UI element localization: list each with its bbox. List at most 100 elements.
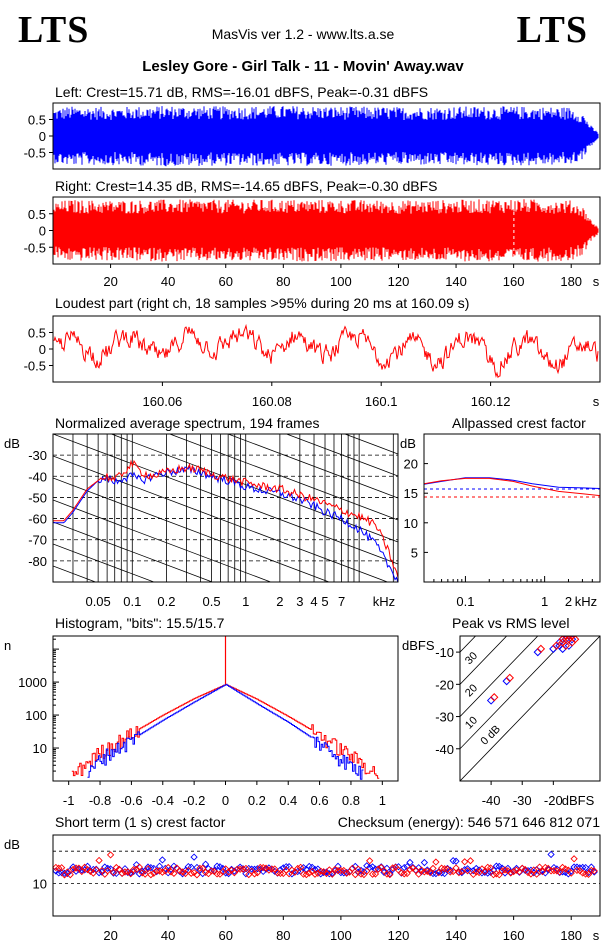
short-term-crest-point-left	[400, 863, 408, 872]
short-term-crest-point-right	[371, 870, 380, 878]
short-term-crest-point-right	[199, 864, 207, 872]
short-term-crest-point-right	[213, 870, 221, 878]
histogram-xtick-label: 0.8	[342, 793, 360, 808]
short-term-crest-point-right	[414, 870, 423, 878]
short-term-crest-point-right	[170, 869, 178, 877]
short-term-crest-point-right	[127, 870, 135, 878]
short-term-crest-point-right	[69, 865, 77, 874]
short-term-crest-point-left	[248, 865, 256, 873]
peak-vs-rms-point-right	[564, 636, 574, 641]
short-term-crest-point-left	[322, 868, 331, 876]
short-term-crest-point-right	[72, 864, 80, 872]
spectrum-slope-line	[285, 434, 398, 477]
peak-vs-rms-diagonal-label: 0 dB	[479, 723, 503, 747]
short-term-crest-point-right	[271, 865, 279, 873]
short-term-crest-point-right	[533, 870, 541, 878]
histogram-xtick-label: -0.8	[89, 793, 111, 808]
short-term-crest-point-left	[406, 858, 414, 867]
spectrum-frame	[52, 433, 399, 583]
loudest-part-xtick-label: 160.1	[365, 394, 398, 409]
spectrum-xtick-label: 1	[242, 594, 249, 609]
peak-vs-rms-xtick-label: -30	[513, 793, 532, 808]
spectrum-ytick-label: -30	[28, 448, 47, 463]
short-term-crest-point-right	[187, 869, 195, 877]
left-waveform-signal	[53, 106, 599, 167]
short-term-crest-point-left	[547, 850, 555, 859]
right-waveform-xtick-label: 40	[161, 274, 175, 289]
short-term-crest-point-left	[368, 863, 377, 871]
short-term-crest-point-right	[58, 864, 66, 872]
short-term-crest-point-left	[429, 869, 437, 878]
short-term-crest-point-left	[314, 865, 322, 873]
left-waveform-ytick-label: 0.5	[28, 113, 46, 128]
peak-vs-rms-point-right	[567, 638, 577, 647]
short-term-crest-point-right	[314, 869, 322, 877]
short-term-crest-point-right	[112, 863, 120, 872]
spectrum-ytick-label: -50	[28, 490, 47, 505]
left-waveform-ytick-label: 0	[39, 129, 46, 144]
short-term-crest-point-right	[239, 865, 247, 873]
short-term-crest-xtick-label: 100	[330, 928, 352, 943]
peak-vs-rms-diagonal-label: 30	[463, 650, 480, 667]
lts-logo-left: LTS	[18, 9, 90, 51]
short-term-crest-point-right	[389, 864, 397, 872]
short-term-crest-point-right	[495, 871, 503, 879]
spectrum-title: Normalized average spectrum, 194 frames	[55, 415, 320, 431]
short-term-crest-point-right	[343, 869, 351, 877]
allpassed-crest-xlabel: kHz	[575, 594, 597, 609]
short-term-crest-point-left	[325, 870, 334, 878]
right-waveform-xtick-label: 80	[276, 274, 290, 289]
short-term-crest-point-right	[403, 869, 411, 878]
short-term-crest-point-right	[550, 866, 558, 875]
right-waveform-xunit: s	[593, 274, 600, 289]
short-term-crest-point-left	[432, 869, 440, 878]
peak-vs-rms-ytick-label: -30	[435, 710, 454, 725]
short-term-crest-point-right	[455, 868, 463, 877]
spectrum-slope-line	[53, 302, 398, 432]
short-term-crest-point-right	[400, 870, 408, 878]
short-term-crest-point-right	[461, 858, 469, 866]
short-term-crest-point-right	[193, 871, 201, 879]
short-term-crest-point-right	[242, 864, 250, 873]
short-term-crest-point-right	[268, 865, 276, 873]
short-term-crest-point-right	[417, 866, 426, 874]
short-term-crest-point-right	[132, 865, 141, 873]
short-term-crest-point-right	[92, 866, 100, 874]
short-term-crest-point-right	[530, 866, 538, 874]
short-term-crest-point-right	[109, 868, 118, 876]
spectrum-xtick-label: 0.1	[123, 594, 141, 609]
spectrum-slope-line	[110, 434, 398, 543]
peak-vs-rms-diagonal-label: 20	[463, 682, 480, 699]
short-term-crest-point-left	[501, 869, 509, 877]
short-term-crest-point-right	[556, 868, 564, 876]
allpassed-crest-series-left	[424, 477, 600, 489]
loudest-part-xtick-label: 160.06	[143, 394, 183, 409]
short-term-crest-point-right	[144, 865, 152, 873]
allpassed-crest-ytick-label: 10	[404, 516, 418, 531]
spectrum-ytick-label: -40	[28, 469, 47, 484]
histogram-series-right	[71, 683, 380, 779]
right-waveform-xtick-label: 140	[445, 274, 467, 289]
short-term-crest-xunit: s	[593, 928, 600, 943]
short-term-crest-point-left	[308, 863, 316, 871]
spectrum-series-right	[53, 459, 398, 578]
short-term-crest-point-right	[351, 870, 359, 879]
short-term-crest-point-right	[527, 870, 535, 878]
right-waveform-signal	[53, 199, 599, 262]
short-term-crest-point-right	[374, 865, 382, 873]
histogram-xtick-label: 0	[222, 793, 229, 808]
short-term-crest-point-right	[233, 865, 241, 874]
short-term-crest-point-left	[155, 862, 164, 870]
right-waveform-xtick-label: 120	[388, 274, 410, 289]
short-term-crest-point-right	[95, 856, 103, 865]
spectrum-ytick-label: -70	[28, 533, 47, 548]
spectrum-slope-line	[53, 477, 331, 582]
peak-vs-rms-point-right	[536, 644, 546, 654]
short-term-crest-point-right	[472, 868, 480, 876]
short-term-crest-point-right	[164, 863, 172, 872]
loudest-part-title: Loudest part (right ch, 18 samples >95% …	[55, 295, 469, 311]
short-term-crest-point-left	[190, 853, 198, 861]
spectrum-slope-line	[53, 543, 155, 582]
allpassed-crest-ylabel: dB	[400, 436, 416, 451]
spectrum-xtick-label: 4	[310, 594, 317, 609]
